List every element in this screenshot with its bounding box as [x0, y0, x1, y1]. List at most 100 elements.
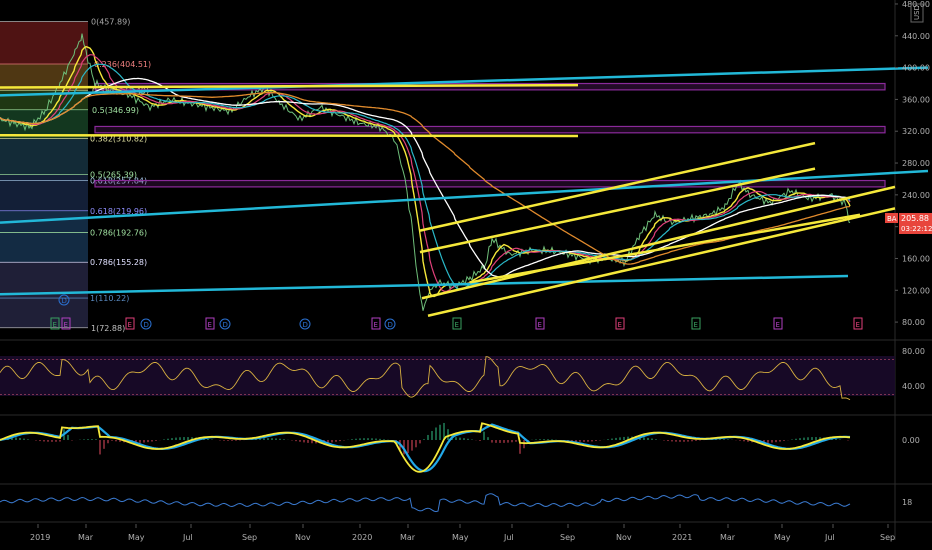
event-marker-label: E [374, 321, 378, 329]
macd-pane[interactable]: 0.00 [0, 422, 920, 473]
rsi-pane[interactable]: 80.00 40.00 [0, 347, 925, 401]
event-marker-label: E [618, 321, 622, 329]
price-tick-label: 440.00 [902, 32, 930, 41]
dividend-marker[interactable] [140, 318, 152, 330]
earnings-marker[interactable] [205, 317, 215, 330]
trend-line-yellow[interactable] [469, 213, 861, 284]
event-marker-label: E [128, 321, 132, 329]
earnings-marker[interactable] [125, 317, 135, 330]
price-tick-label: 320.00 [902, 127, 930, 136]
fib-level-label: 0.618(257.84) [90, 177, 147, 186]
time-tick-label: Sep [560, 533, 575, 542]
event-marker-label: D [303, 321, 308, 329]
earnings-marker[interactable] [615, 317, 625, 330]
earnings-marker[interactable] [773, 317, 783, 330]
trend-line-yellow[interactable] [419, 141, 816, 232]
fib-level-label: 1(110.22) [90, 294, 129, 303]
price-tick-label: 240.00 [902, 191, 930, 200]
rsi-band [0, 356, 895, 396]
fib-level-label: 1(72.88) [91, 324, 125, 333]
volatility-pane[interactable]: 18 [0, 493, 912, 513]
dividend-marker[interactable] [299, 318, 311, 330]
trend-line-yellow[interactable] [427, 207, 896, 317]
price-tick-label: 160.00 [902, 254, 930, 263]
price-tick-label: 120.00 [902, 286, 930, 295]
earnings-marker[interactable] [61, 317, 71, 330]
dividend-marker[interactable] [384, 318, 396, 330]
last-price-value: 205.88 [901, 214, 929, 223]
event-marker-label: E [455, 321, 459, 329]
event-marker-label: E [776, 321, 780, 329]
fib-zone [0, 174, 88, 211]
earnings-marker[interactable] [691, 317, 701, 330]
time-tick-label: Nov [295, 533, 311, 542]
earnings-marker[interactable] [535, 317, 545, 330]
trend-line-yellow[interactable] [419, 167, 816, 254]
time-tick-label: 2021 [672, 533, 692, 542]
macd-signal-line[interactable] [0, 423, 850, 473]
time-tick-label: 2019 [30, 533, 50, 542]
resistance-band-fill [95, 126, 885, 133]
event-marker-label: E [856, 321, 860, 329]
last-price-box [899, 213, 932, 234]
fib-zone [0, 138, 88, 175]
event-marker-label: E [208, 321, 212, 329]
dividend-marker[interactable] [219, 318, 231, 330]
volatility-line[interactable] [0, 493, 851, 513]
event-marker-label: E [64, 321, 68, 329]
event-marker-label: D [388, 321, 393, 329]
resistance-band[interactable] [94, 125, 886, 134]
ema-white[interactable] [0, 77, 851, 278]
fib-level-label: 0.236(404.51) [94, 60, 151, 69]
ema-orange[interactable] [0, 91, 851, 265]
price-tick-label: 360.00 [902, 95, 930, 104]
fib-level-label: 0.786(155.28) [90, 258, 147, 267]
trend-line-cyan[interactable] [0, 66, 929, 97]
time-tick-label: Jul [182, 533, 193, 542]
time-tick-label: Nov [616, 533, 632, 542]
time-tick-label: May [128, 533, 145, 542]
price-tick-label: 400.00 [902, 64, 930, 73]
earnings-marker[interactable] [50, 317, 60, 330]
event-marker-label: D [62, 297, 67, 305]
time-tick-label: Jul [503, 533, 514, 542]
time-tick-label: Sep [242, 533, 257, 542]
fib-level-label: 0.382(310.82) [90, 135, 147, 144]
price-axis[interactable]: 480.00440.00400.00360.00320.00280.00240.… [895, 0, 930, 327]
macd-line[interactable] [0, 422, 851, 473]
dividend-marker[interactable] [58, 294, 70, 306]
rsi-line[interactable] [0, 356, 851, 401]
event-marker-label: E [694, 321, 698, 329]
price-tick-label: 80.00 [902, 318, 925, 327]
event-marker-label: D [223, 321, 228, 329]
earnings-marker[interactable] [371, 317, 381, 330]
currency-box [910, 3, 924, 23]
fib-level-label: 0.5(346.99) [92, 106, 139, 115]
symbol-label: BA [887, 215, 897, 223]
ema-fast-yellow[interactable] [0, 45, 851, 298]
vol-tick-label: 18 [902, 498, 912, 507]
event-marker-label: D [144, 321, 149, 329]
trend-line-yellow[interactable] [421, 185, 896, 300]
trend-line-yellow[interactable] [0, 83, 579, 89]
earnings-marker[interactable] [452, 317, 462, 330]
time-tick-label: May [774, 533, 791, 542]
resistance-band[interactable] [94, 179, 886, 188]
earnings-marker[interactable] [853, 317, 863, 330]
time-tick-label: Sep [880, 533, 895, 542]
event-marker-label: E [538, 321, 542, 329]
symbol-badge [885, 213, 898, 223]
trend-line-cyan[interactable] [0, 274, 849, 296]
trend-line-cyan[interactable] [0, 169, 929, 224]
trend-line-yellow[interactable] [0, 133, 579, 138]
currency-label: USD [913, 5, 921, 20]
fib-level-label: 0.5(265.39) [90, 171, 137, 180]
countdown-timer: 03:22:12 [901, 225, 932, 233]
time-tick-label: May [452, 533, 469, 542]
time-tick-label: Mar [720, 533, 736, 542]
rsi-tick-label: 40.00 [902, 382, 925, 391]
currency-label-group: USD [910, 3, 924, 23]
fib-level-label: 0(457.89) [91, 18, 130, 27]
